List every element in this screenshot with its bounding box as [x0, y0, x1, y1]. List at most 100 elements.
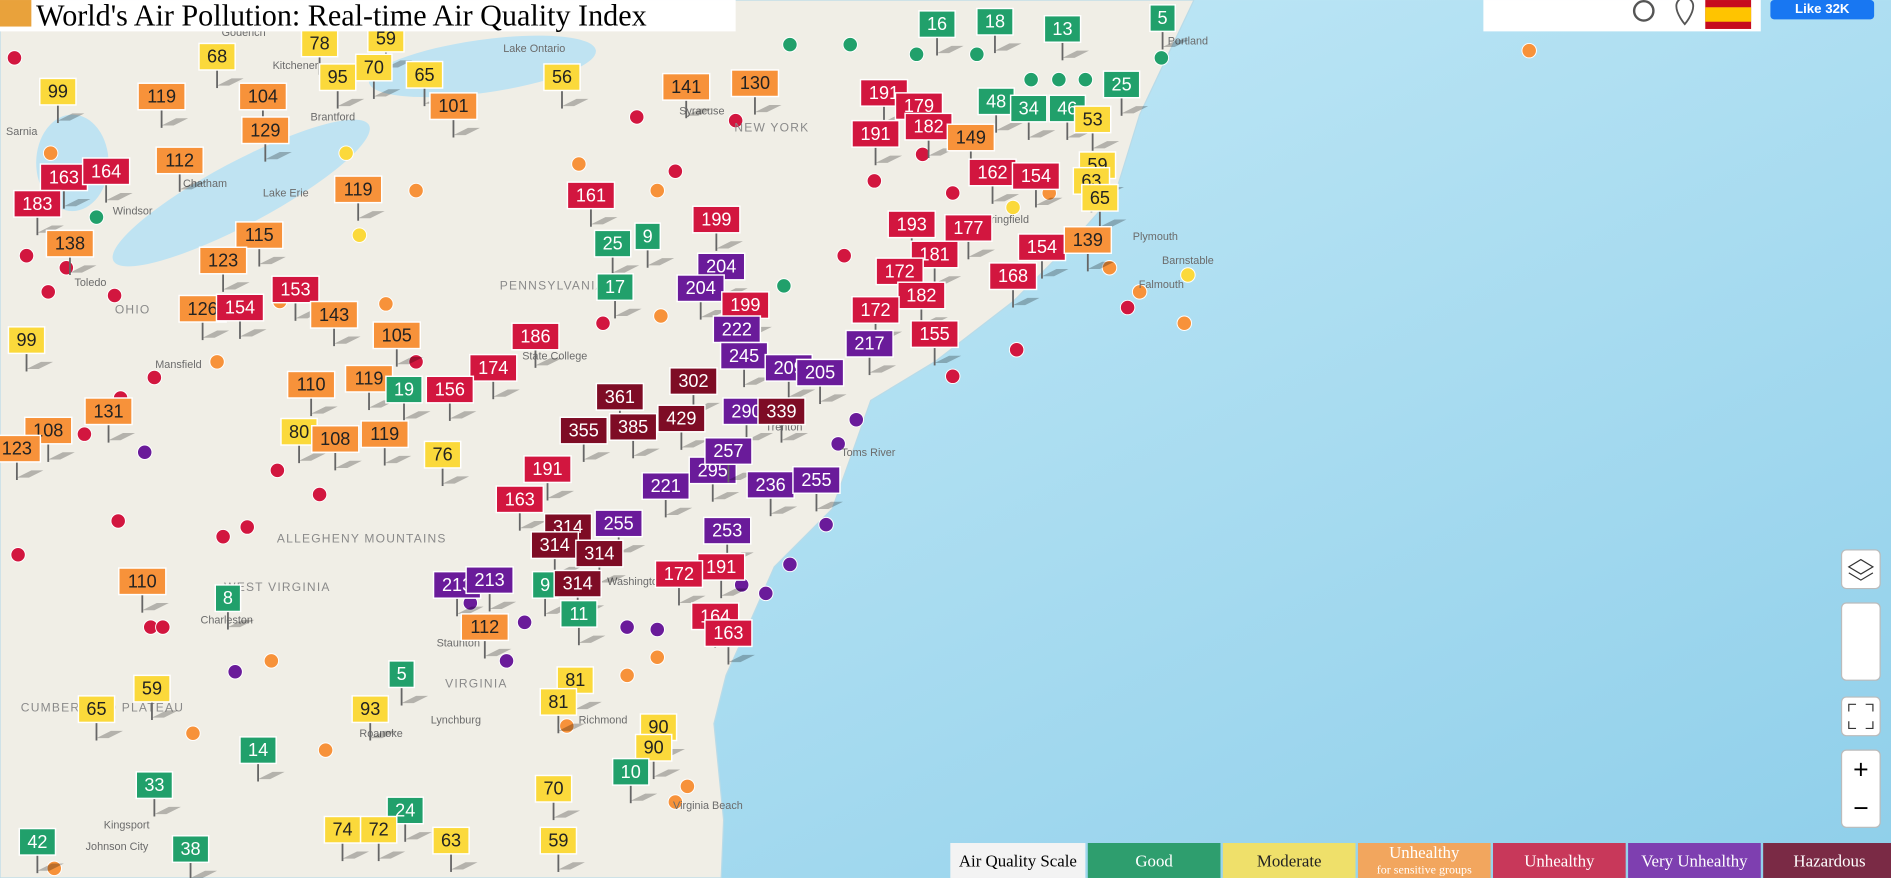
aqi-marker[interactable]: 186 [511, 322, 562, 368]
aqi-marker[interactable]: 141 [661, 72, 713, 119]
aqi-marker[interactable]: 123 [0, 434, 44, 481]
aqi-marker[interactable]: 174 [469, 353, 520, 400]
aqi-marker[interactable]: 38 [171, 835, 218, 878]
aqi-marker[interactable]: 95 [318, 63, 365, 109]
aqi-marker[interactable]: 138 [45, 229, 97, 275]
aqi-marker[interactable]: 191 [523, 455, 575, 501]
aqi-marker[interactable]: 168 [988, 262, 1040, 308]
aqi-marker[interactable]: 101 [429, 92, 480, 138]
aqi-marker[interactable]: 19 [385, 375, 431, 421]
aqi-marker[interactable]: 130 [730, 69, 782, 115]
aqi-marker[interactable]: 155 [910, 320, 962, 366]
aqi-marker[interactable]: 139 [1063, 226, 1115, 272]
aqi-marker[interactable]: 48 [977, 87, 1023, 133]
aqi-marker[interactable]: 257 [704, 437, 755, 483]
aqi-marker[interactable]: 110 [286, 370, 338, 417]
aqi-marker[interactable]: 25 [1102, 70, 1149, 116]
aqi-marker[interactable]: 93 [351, 695, 397, 741]
aqi-marker[interactable]: 81 [539, 687, 585, 734]
aqi-marker[interactable]: 199 [721, 291, 772, 337]
aqi-marker[interactable]: 17 [596, 273, 642, 319]
aqi-marker[interactable]: 302 [669, 367, 720, 413]
aqi-marker[interactable]: 112 [460, 613, 512, 659]
aqi-marker[interactable]: 164 [81, 157, 133, 203]
aqi-marker[interactable]: 10 [611, 757, 658, 804]
aqi-marker[interactable]: 123 [198, 246, 250, 292]
aqi-marker[interactable]: 361 [595, 382, 647, 429]
aqi-marker[interactable]: 70 [355, 53, 401, 99]
aqi-marker[interactable]: 191 [696, 552, 748, 599]
aqi-marker[interactable]: 65 [405, 60, 452, 107]
aqi-marker[interactable]: 314 [575, 539, 626, 585]
aqi-marker[interactable]: 115 [235, 221, 286, 267]
aqi-marker[interactable]: 339 [757, 397, 809, 443]
aqi-marker[interactable]: 72 [359, 815, 406, 862]
aqi-marker[interactable]: 143 [309, 300, 361, 347]
aqi-marker[interactable]: 5 [1149, 4, 1190, 50]
aqi-marker[interactable]: 59 [133, 674, 179, 720]
aqi-marker[interactable]: 154 [215, 293, 267, 339]
aqi-marker[interactable]: 161 [566, 181, 618, 227]
aqi-marker[interactable]: 131 [84, 397, 136, 443]
aqi-marker[interactable]: 205 [795, 358, 847, 405]
aqi-marker[interactable]: 105 [372, 321, 424, 367]
aqi-marker[interactable]: 213 [465, 566, 517, 612]
aqi-marker[interactable]: 162 [968, 158, 1020, 204]
aqi-marker[interactable]: 182 [904, 112, 956, 159]
aqi-marker[interactable]: 5 [388, 660, 429, 706]
aqi-marker[interactable]: 18 [976, 7, 1022, 54]
aqi-marker[interactable]: 172 [875, 257, 927, 303]
aqi-marker[interactable]: 119 [344, 364, 396, 411]
aqi-marker[interactable]: 221 [641, 472, 693, 518]
aqi-marker[interactable]: 99 [7, 326, 54, 372]
aqi-marker[interactable]: 65 [1081, 183, 1127, 230]
aqi-marker[interactable]: 156 [425, 375, 477, 421]
aqi-marker[interactable]: 56 [543, 63, 589, 109]
aqi-marker[interactable]: 108 [311, 425, 362, 471]
aqi-marker[interactable]: 70 [534, 774, 581, 821]
aqi-marker[interactable]: 217 [845, 329, 897, 376]
aqi-marker[interactable]: 63 [432, 826, 478, 872]
aqi-marker[interactable]: 172 [654, 560, 706, 606]
aqi-marker[interactable]: 236 [746, 470, 798, 517]
aqi-marker[interactable]: 16 [918, 10, 964, 56]
aqi-marker[interactable]: 154 [1011, 162, 1063, 208]
like-button[interactable] [1770, 0, 1875, 20]
aqi-marker[interactable]: 78 [300, 29, 347, 75]
aqi-marker[interactable]: 65 [77, 695, 124, 741]
aqi-marker[interactable]: 13 [1043, 14, 1090, 61]
location-icon[interactable] [1675, 0, 1695, 26]
aqi-marker[interactable]: 199 [692, 205, 743, 251]
aqi-marker[interactable]: 110 [118, 567, 169, 613]
aqi-marker[interactable]: 385 [608, 412, 660, 459]
aqi-marker[interactable]: 90 [634, 733, 681, 780]
aqi-marker[interactable]: 429 [657, 404, 708, 450]
aqi-marker[interactable]: 255 [792, 466, 843, 512]
zoom-in[interactable]: + [1853, 754, 1869, 784]
aqi-marker[interactable]: 14 [239, 736, 285, 782]
aqi-marker[interactable]: 149 [946, 123, 998, 169]
aqi-marker[interactable]: 191 [851, 119, 903, 166]
aqi-marker[interactable]: 204 [676, 274, 728, 320]
layers-button[interactable] [1840, 549, 1881, 590]
aqi-marker[interactable]: 68 [198, 42, 244, 89]
aqi-marker[interactable]: 8 [214, 584, 255, 630]
search-icon[interactable] [1632, 0, 1655, 22]
aqi-marker[interactable]: 9 [634, 222, 675, 268]
zoom-out[interactable]: − [1853, 793, 1869, 823]
aqi-marker[interactable]: 34 [1009, 94, 1056, 140]
aqi-marker[interactable]: 314 [530, 531, 582, 577]
aqi-marker[interactable]: 119 [333, 175, 385, 221]
aqi-marker[interactable]: 119 [360, 420, 412, 466]
aqi-marker[interactable]: 76 [423, 440, 470, 487]
aqi-marker[interactable]: 177 [944, 213, 995, 260]
aqi-marker[interactable]: 119 [137, 82, 189, 128]
aqi-marker[interactable]: 11 [560, 599, 606, 646]
aqi-marker[interactable]: 42 [18, 827, 64, 874]
aqi-marker[interactable]: 245 [719, 341, 771, 388]
like-text[interactable]: Like 32K [1795, 1, 1850, 16]
aqi-marker[interactable]: 163 [39, 163, 91, 209]
aqi-marker[interactable]: 183 [13, 189, 64, 236]
aqi-marker[interactable]: 163 [704, 619, 755, 665]
